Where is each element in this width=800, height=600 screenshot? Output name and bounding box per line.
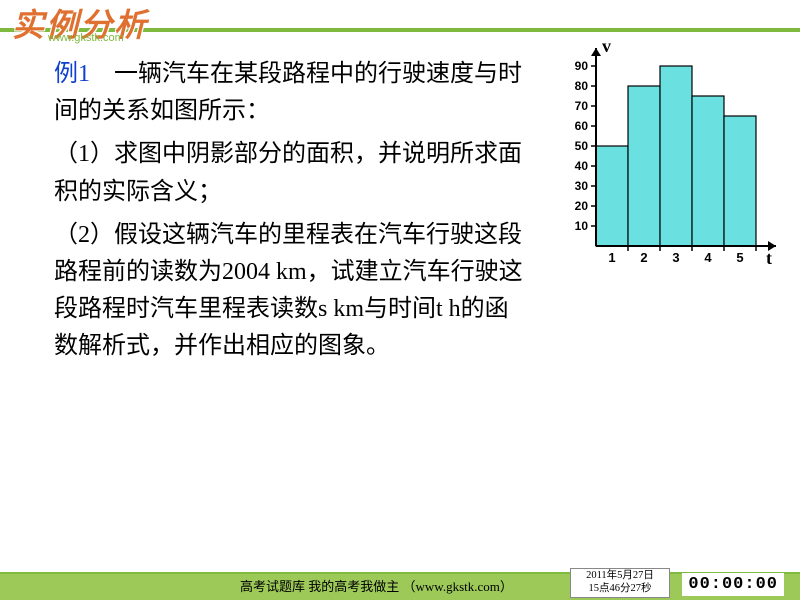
content-area: 例1 一辆汽车在某段路程中的行驶速度与时间的关系如图所示： （1）求图中阴影部分… [54,56,524,366]
footer-text: 高考试题库 我的高考我做主 （www.gkstk.com） [240,576,513,595]
intro-text: 一辆汽车在某段路程中的行驶速度与时间的关系如图所示： [54,61,522,124]
velocity-time-chart: 10 20 30 40 50 60 70 80 90 1 2 3 4 5 v t [556,36,786,266]
svg-text:90: 90 [575,59,589,73]
footer: 高考试题库 我的高考我做主 （www.gkstk.com） 2011年5月27日… [0,562,800,600]
svg-text:20: 20 [575,199,589,213]
svg-text:3: 3 [672,250,679,265]
svg-text:30: 30 [575,179,589,193]
logo-subtext: www.gkstk.com [48,32,124,44]
svg-text:5: 5 [736,250,743,265]
svg-text:80: 80 [575,79,589,93]
example-intro: 例1 一辆汽车在某段路程中的行驶速度与时间的关系如图所示： [54,56,524,130]
svg-text:v: v [602,36,611,56]
svg-text:2: 2 [640,250,647,265]
footer-date: 2011年5月27日 [586,570,654,583]
svg-text:50: 50 [575,139,589,153]
svg-text:4: 4 [704,250,712,265]
question-1: （1）求图中阴影部分的面积，并说明所求面积的实际含义； [54,136,524,210]
svg-text:t: t [766,248,772,266]
example-label: 例1 [54,61,90,87]
svg-text:1: 1 [608,250,615,265]
footer-time: 15点46分27秒 [589,583,652,596]
footer-date-box: 2011年5月27日 15点46分27秒 [570,568,670,598]
svg-text:60: 60 [575,119,589,133]
question-2: （2）假设这辆汽车的里程表在汽车行驶这段路程前的读数为2004 km，试建立汽车… [54,217,524,366]
svg-text:10: 10 [575,219,589,233]
svg-text:70: 70 [575,99,589,113]
svg-text:40: 40 [575,159,589,173]
footer-timer: 00:00:00 [682,573,784,596]
